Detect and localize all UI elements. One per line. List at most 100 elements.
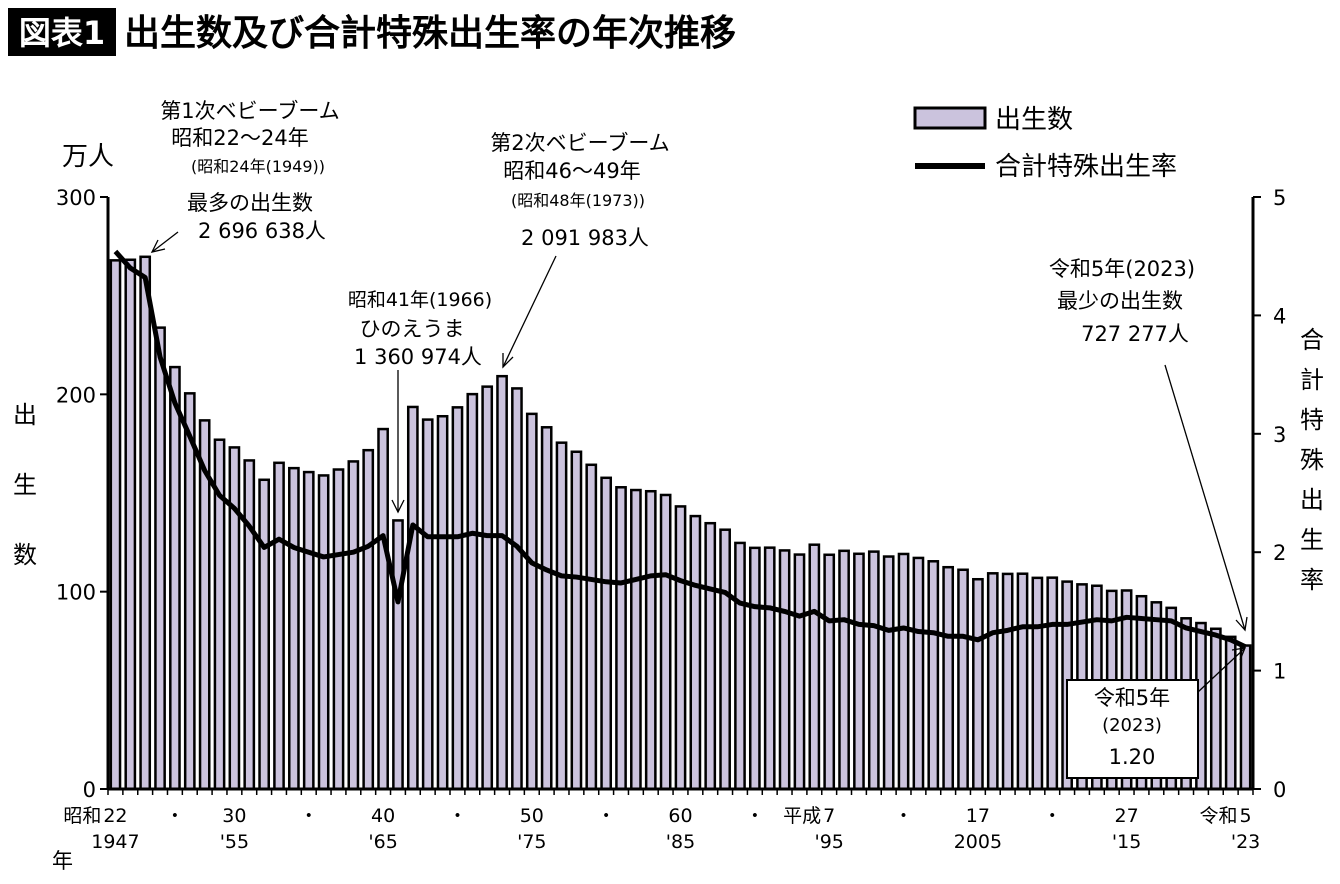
bar-2005 [973, 579, 982, 789]
chart-title: 出生数及び合計特殊出生率の年次推移 [124, 13, 736, 54]
bar-1981 [616, 487, 625, 789]
boom2-l1: 第2次ベビーブーム [490, 131, 669, 155]
x-tick-label: ・ [165, 805, 184, 827]
right-tick-label: 1 [1273, 660, 1286, 684]
bar-1996 [839, 551, 848, 789]
x-tick-label: ・ [448, 805, 467, 827]
bar-1989 [735, 543, 744, 789]
bar-1982 [631, 490, 640, 789]
x-axis-label: 年 [52, 849, 73, 873]
left-tick-label: 200 [56, 383, 96, 407]
bar-1978 [572, 452, 581, 789]
x-tick-label: ・ [745, 805, 764, 827]
bar-1992 [780, 550, 789, 789]
bar-1948 [126, 260, 135, 789]
x-tick-year: '15 [1112, 831, 1141, 853]
x-tick-label: 22 [103, 805, 127, 827]
right-axis-label-char: 出 [1300, 486, 1324, 514]
bar-1960 [304, 472, 313, 789]
boom2-arrow [503, 256, 556, 367]
bar-1958 [274, 463, 283, 789]
x-era-label: 平成 [783, 805, 821, 827]
bar-1985 [676, 506, 685, 789]
left-unit: 万人 [62, 142, 114, 172]
left-axis-label: 出生数 [13, 401, 37, 569]
left-axis-label-char: 生 [13, 471, 37, 499]
x-tick-label: 7 [823, 805, 835, 827]
bar-1975 [527, 414, 536, 789]
bar-1986 [691, 516, 700, 789]
bar-1962 [334, 470, 343, 789]
bar-1950 [155, 328, 164, 789]
bar-1990 [750, 548, 759, 789]
bar-1973 [497, 376, 506, 789]
bar-1965 [378, 429, 387, 789]
bar-1980 [602, 478, 611, 789]
bar-2008 [1018, 574, 1027, 789]
annotation-boom1: 第1次ベビーブーム 昭和22〜24年 (昭和24年(1949)) 最多の出生数 … [152, 99, 340, 252]
bar-1947 [111, 260, 120, 789]
boom1-l1: 第1次ベビーブーム [160, 99, 339, 123]
right-axis-label-char: 特 [1300, 406, 1324, 434]
annotation-min: 令和5年(2023) 最少の出生数 727 277人 [1049, 257, 1247, 630]
right-axis-label-char: 計 [1300, 366, 1324, 394]
x-era-label: 令和 [1200, 805, 1238, 827]
x-tick-label: 27 [1115, 805, 1139, 827]
bar-1951 [170, 367, 179, 789]
min-l1: 令和5年(2023) [1049, 257, 1195, 281]
figure-label: 図表1 [19, 14, 105, 52]
bar-2007 [1003, 574, 1012, 789]
x-tick-label: 5 [1240, 805, 1252, 827]
boom2-l3: (昭和48年(1973)) [511, 191, 645, 210]
right-tick-label: 2 [1273, 541, 1286, 565]
bar-2006 [988, 573, 997, 789]
bar-1963 [349, 461, 358, 789]
annotation-boom2: 第2次ベビーブーム 昭和46〜49年 (昭和48年(1973)) 2 091 9… [490, 131, 669, 367]
bar-1998 [869, 552, 878, 789]
bar-1967 [408, 407, 417, 789]
x-tick-year: 1947 [91, 831, 139, 853]
boom1-l3: (昭和24年(1949)) [191, 157, 325, 176]
x-tick-year: '95 [814, 831, 843, 853]
bar-1999 [884, 557, 893, 789]
boom1-l5: 2 696 638人 [198, 219, 326, 243]
bar-2023 [1241, 646, 1250, 789]
x-tick-year: '23 [1231, 831, 1260, 853]
x-tick-label: ・ [299, 805, 318, 827]
min-arrow [1165, 365, 1245, 630]
x-tick-label: 17 [966, 805, 990, 827]
x-tick-year: '65 [368, 831, 397, 853]
left-tick-label: 300 [56, 186, 96, 210]
bar-1961 [319, 475, 328, 789]
right-axis-label-char: 合 [1300, 326, 1324, 354]
bar-1949 [141, 257, 150, 789]
bar-1952 [185, 393, 194, 789]
bar-1995 [825, 555, 834, 789]
bar-1957 [260, 480, 269, 789]
left-axis-label-char: 数 [13, 541, 37, 569]
bar-1964 [364, 450, 373, 789]
right-axis-label-char: 率 [1300, 566, 1324, 594]
right-tick-label: 5 [1273, 186, 1286, 210]
bar-1959 [289, 468, 298, 789]
bar-1969 [438, 416, 447, 789]
bar-2022 [1226, 637, 1235, 789]
x-tick-year: '75 [517, 831, 546, 853]
bar-1972 [483, 387, 492, 789]
bar-1966 [393, 520, 402, 789]
bar-1976 [542, 427, 551, 789]
bar-1987 [706, 523, 715, 789]
x-tick-year: '85 [666, 831, 695, 853]
left-tick-label: 100 [56, 581, 96, 605]
right-tick-label: 3 [1273, 423, 1286, 447]
left-tick-label: 0 [83, 778, 96, 802]
bar-1991 [765, 548, 774, 789]
bar-1983 [646, 491, 655, 789]
bar-2001 [914, 558, 923, 789]
left-axis-label-char: 出 [13, 401, 37, 429]
x-tick-label: 40 [371, 805, 395, 827]
boom2-l2: 昭和46〜49年 [503, 159, 640, 183]
bar-1974 [512, 388, 521, 789]
bar-2009 [1033, 578, 1042, 789]
x-tick-label: 50 [520, 805, 544, 827]
